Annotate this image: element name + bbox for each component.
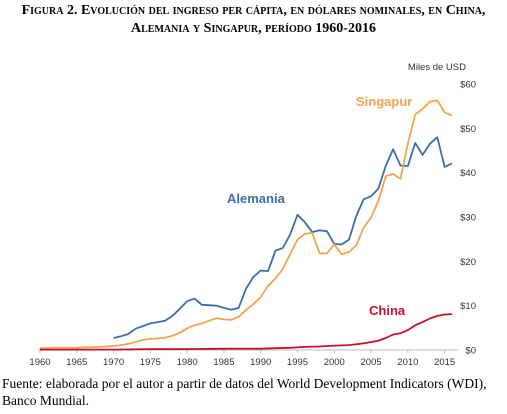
series-label-china: China bbox=[369, 303, 406, 318]
x-axis-ticks: 1960 1965 1970 1975 1980 1985 1990 1995 2000 2005… bbox=[29, 350, 455, 368]
figure-title-line-2: Alemania y Singapur, período 1960-2016 bbox=[131, 21, 376, 36]
series-line-singapur bbox=[40, 99, 453, 350]
x-tick-label: 2000 bbox=[324, 357, 345, 368]
series-label-singapur: Singapur bbox=[356, 94, 412, 109]
figure-title-line-1: Figura 2. Evolución del ingreso per cápi… bbox=[21, 3, 486, 18]
y-tick-label: $10 bbox=[460, 301, 476, 312]
y-tick-label: $0 bbox=[465, 346, 476, 357]
series-line-alemania bbox=[113, 136, 453, 339]
y-axis-ticks: $0 $10 $20 $30 $40 $50 $60 bbox=[460, 80, 476, 357]
figure-source: Fuente: elaborada por el autor a partir … bbox=[2, 375, 507, 409]
series-lines bbox=[40, 99, 453, 351]
x-tick-label: 1985 bbox=[213, 357, 234, 368]
x-tick-label: 1975 bbox=[140, 357, 161, 368]
x-tick-label: 1960 bbox=[29, 357, 50, 368]
y-tick-label: $30 bbox=[460, 213, 476, 224]
figure-source-line-1: Fuente: elaborada por el autor a partir … bbox=[2, 376, 487, 391]
x-tick-label: 1980 bbox=[177, 357, 198, 368]
y-tick-label: $60 bbox=[460, 80, 476, 91]
series-label-alemania: Alemania bbox=[227, 191, 286, 206]
x-tick-label: 1970 bbox=[103, 357, 124, 368]
y-tick-label: $50 bbox=[460, 124, 476, 135]
x-tick-label: 1965 bbox=[66, 357, 87, 368]
x-tick-label: 1990 bbox=[250, 357, 271, 368]
y-axis-unit-label: Miles de USD bbox=[408, 62, 466, 73]
y-tick-label: $40 bbox=[460, 168, 476, 179]
series-line-china bbox=[40, 313, 453, 351]
y-tick-label: $20 bbox=[460, 257, 476, 268]
figure-title: Figura 2. Evolución del ingreso per cápi… bbox=[0, 2, 507, 38]
x-tick-label: 2005 bbox=[361, 357, 382, 368]
x-tick-label: 1995 bbox=[287, 357, 308, 368]
x-tick-label: 2015 bbox=[434, 357, 455, 368]
figure-source-line-2: Banco Mundial. bbox=[2, 393, 89, 408]
x-tick-label: 2010 bbox=[397, 357, 418, 368]
